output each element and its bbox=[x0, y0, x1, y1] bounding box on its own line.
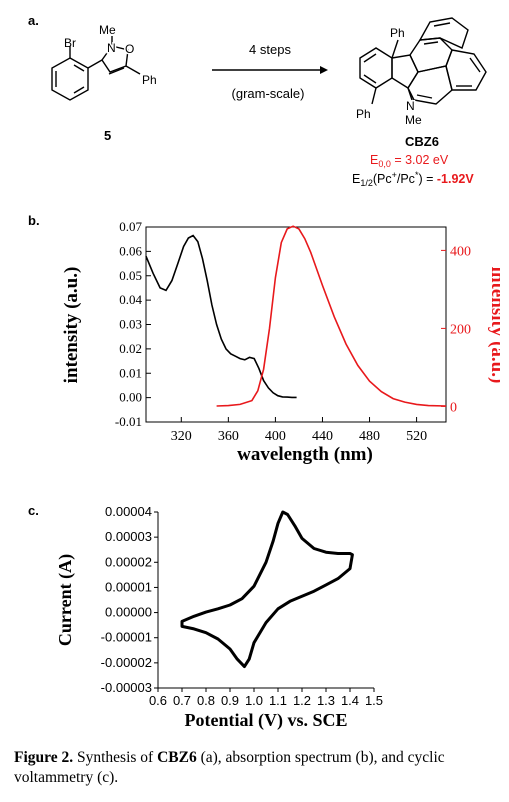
chart-b-xtick-label: 480 bbox=[359, 429, 380, 444]
chart-b-ylabel-right: intensity (a.u.) bbox=[487, 267, 500, 384]
chart-c-ytick-label: 0.00003 bbox=[105, 529, 152, 544]
product-me: Me bbox=[405, 113, 422, 127]
chart-b-xlabel: wavelength (nm) bbox=[237, 444, 373, 465]
chart-b-ytick-left-label: 0.01 bbox=[119, 365, 142, 380]
arrow-bottom-text: (gram-scale) bbox=[232, 86, 305, 101]
chart-b-ytick-left-label: 0.04 bbox=[119, 292, 142, 307]
caption-text-1: Synthesis of bbox=[73, 749, 158, 766]
chart-b-xtick-label: 360 bbox=[218, 429, 239, 444]
product-name: CBZ6 bbox=[405, 134, 439, 149]
chart-b-xtick-label: 520 bbox=[406, 429, 427, 444]
chart-c-xtick-label: 0.7 bbox=[173, 693, 191, 708]
chart-c-ytick-label: -0.00002 bbox=[101, 655, 152, 670]
chart-b-ytick-left-label: 0.06 bbox=[119, 243, 142, 258]
chart-b-xtick-label: 320 bbox=[171, 429, 192, 444]
caption-lead: Figure 2. bbox=[14, 749, 74, 766]
chart-b-xtick-label: 440 bbox=[312, 429, 333, 444]
chart-b-ytick-left-label: 0.00 bbox=[119, 390, 142, 405]
chart-c-xtick-label: 1.4 bbox=[341, 693, 359, 708]
chart-b-frame bbox=[145, 226, 447, 423]
product-ph-bottom: Ph bbox=[356, 107, 371, 121]
reactant-o: O bbox=[125, 42, 134, 56]
ehalf-value: E1/2(Pc+/Pc*) = -1.92V bbox=[352, 170, 474, 188]
chart-c-xtick-label: 1.1 bbox=[269, 693, 287, 708]
product-ph-top: Ph bbox=[390, 26, 405, 40]
panel-c-label: c. bbox=[28, 503, 39, 518]
emission-series bbox=[216, 225, 447, 407]
cyclic-voltammetry-chart: 0.6 0.7 0.8 0.9 1.0 1.1 1.2 1.3 1.4 1.5 0.00004 0.… bbox=[55, 504, 383, 731]
panel-a-label: a. bbox=[28, 13, 39, 28]
chart-c-ytick-label: -0.00001 bbox=[101, 630, 152, 645]
product-structure bbox=[359, 17, 487, 107]
absorption-series bbox=[145, 234, 297, 399]
chart-c-ytick-label: 0.00001 bbox=[105, 579, 152, 594]
reactant-structure bbox=[51, 36, 141, 101]
chart-b-ytick-right-label: 200 bbox=[450, 322, 471, 337]
chart-c-xtick-label: 0.6 bbox=[149, 693, 167, 708]
chart-b-ytick-left-label: 0.07 bbox=[119, 219, 142, 234]
cv-series bbox=[180, 510, 354, 669]
chart-b-ytick-left-label: 0.02 bbox=[119, 341, 142, 356]
caption-cbz6: CBZ6 bbox=[157, 749, 197, 766]
chart-b-xtick-label: 400 bbox=[265, 429, 286, 444]
chart-b-ytick-left-label: 0.05 bbox=[119, 268, 142, 283]
chart-c-ylabel: Current (A) bbox=[55, 554, 76, 646]
chart-b-ytick-left-label: 0.03 bbox=[119, 317, 142, 332]
chart-c-xtick-label: 1.3 bbox=[317, 693, 335, 708]
chart-c-ytick-label: -0.00003 bbox=[101, 680, 152, 695]
caption-text-2: (a), absorption spectrum (b), and cyclic… bbox=[14, 749, 445, 786]
chart-c-xtick-label: 0.8 bbox=[197, 693, 215, 708]
chart-c-ytick-label: 0.00002 bbox=[105, 554, 152, 569]
chart-c-xtick-label: 0.9 bbox=[221, 693, 239, 708]
chart-c-xtick-label: 1.0 bbox=[245, 693, 263, 708]
reactant-me: Me bbox=[99, 23, 116, 37]
absorption-emission-chart: 320 360 400 440 480 520 -0.01 0.00 0.01 0.02 0.03… bbox=[61, 219, 500, 465]
reaction-arrow bbox=[212, 66, 328, 74]
chart-c-xtick-label: 1.2 bbox=[293, 693, 311, 708]
reactant-number: 5 bbox=[104, 128, 111, 143]
arrow-top-text: 4 steps bbox=[249, 42, 291, 57]
chart-c-xtick-label: 1.5 bbox=[365, 693, 383, 708]
chart-c-ytick-label: 0.00000 bbox=[105, 605, 152, 620]
reactant-n: N bbox=[107, 41, 116, 55]
chart-b-ylabel-left: intensity (a.u.) bbox=[61, 267, 82, 384]
chart-b-ytick-right-label: 400 bbox=[450, 244, 471, 259]
chart-b-ytick-left-label: -0.01 bbox=[115, 414, 142, 429]
e00-value: E0,0 = 3.02 eV bbox=[370, 153, 449, 169]
chart-b-ytick-right-label: 0 bbox=[450, 400, 457, 415]
chart-c-xlabel: Potential (V) vs. SCE bbox=[185, 710, 348, 731]
panel-b-label: b. bbox=[28, 213, 40, 228]
product-n: N bbox=[406, 99, 415, 113]
reactant-br: Br bbox=[64, 36, 76, 50]
reactant-ph: Ph bbox=[142, 73, 157, 87]
chart-c-ytick-label: 0.00004 bbox=[105, 504, 152, 519]
figure-caption: Figure 2. Synthesis of CBZ6 (a), absorpt… bbox=[14, 748, 504, 788]
panel-a-scheme: Br Me N O Ph 5 4 steps (gram-scale) Ph bbox=[51, 17, 487, 188]
